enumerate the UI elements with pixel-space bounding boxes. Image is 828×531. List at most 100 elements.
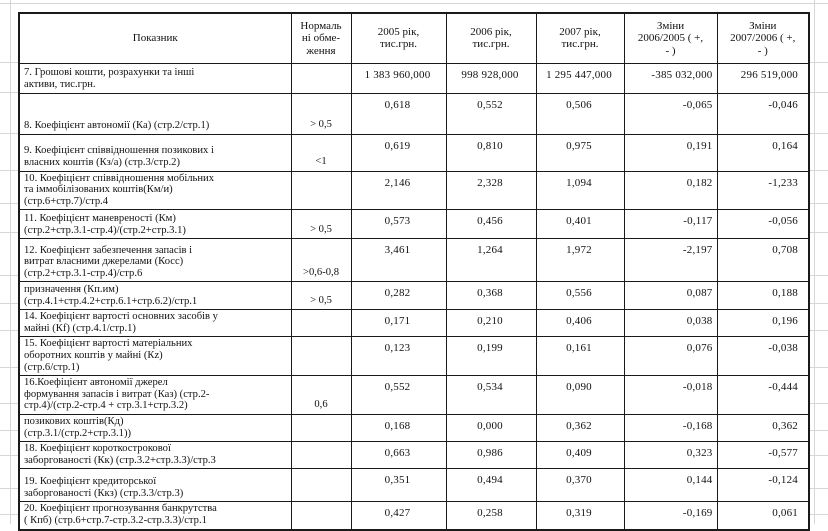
value-cell-y2006: 0,810 bbox=[445, 133, 537, 172]
header-change-2007-2006: Зміни 2007/2006 ( +, - ) bbox=[716, 12, 810, 64]
value-cell-y2007: 1 295 447,000 bbox=[535, 62, 625, 94]
table-header-row: Показник Нормаль ні обме- ження 2005 рік… bbox=[18, 12, 810, 64]
value-cell-y2005: 0,427 bbox=[350, 501, 447, 531]
value-cell-d2007_2006: 0,164 bbox=[716, 133, 810, 172]
indicator-label-cell: 12. Коефіцієнт забезпечення запасів і ви… bbox=[18, 238, 292, 283]
value-cell-y2007: 0,975 bbox=[535, 133, 625, 172]
indicator-label-cell: 19. Коефіцієнт кредиторської заборговано… bbox=[18, 468, 292, 503]
value-cell-y2005: 0,573 bbox=[350, 209, 447, 240]
value-cell-d2007_2006: -0,124 bbox=[716, 468, 810, 503]
value-cell-y2005: 3,461 bbox=[350, 238, 447, 283]
value-cell-y2006: 0,000 bbox=[445, 414, 537, 443]
normal-limit-cell: > 0,5 bbox=[290, 281, 352, 311]
normal-limit-cell: 0,6 bbox=[290, 375, 352, 416]
value-cell-y2005: 0,663 bbox=[350, 441, 447, 470]
value-cell-d2007_2006: 0,188 bbox=[716, 281, 810, 311]
header-normal-limits: Нормаль ні обме- ження bbox=[290, 12, 352, 64]
table-row: призначення (Кп.им) (стр.4.1+стр.4.2+стр… bbox=[18, 281, 810, 311]
value-cell-d2006_2005: -0,018 bbox=[623, 375, 718, 416]
normal-limit-cell: <1 bbox=[290, 133, 352, 172]
margin-grid-line bbox=[814, 0, 815, 524]
indicator-label-cell: 8. Коефіцієнт автономії (Ка) (стр.2/стр.… bbox=[18, 92, 292, 135]
table-row: 16.Коефіцієнт автономії джерел формуванн… bbox=[18, 375, 810, 416]
table-row: 14. Коефіцієнт вартості основних засобів… bbox=[18, 309, 810, 338]
value-cell-y2006: 0,210 bbox=[445, 309, 537, 338]
value-cell-d2006_2005: 0,323 bbox=[623, 441, 718, 470]
indicator-label-cell: 18. Коефіцієнт короткострокової заборгов… bbox=[18, 441, 292, 470]
value-cell-y2006: 0,258 bbox=[445, 501, 537, 531]
value-cell-y2006: 0,456 bbox=[445, 209, 537, 240]
table-row: 12. Коефіцієнт забезпечення запасів і ви… bbox=[18, 238, 810, 283]
value-cell-d2006_2005: -0,117 bbox=[623, 209, 718, 240]
table-row: 19. Коефіцієнт кредиторської заборговано… bbox=[18, 468, 810, 503]
value-cell-y2007: 0,406 bbox=[535, 309, 625, 338]
value-cell-y2006: 2,328 bbox=[445, 170, 537, 211]
header-year-2007: 2007 рік, тис.грн. bbox=[535, 12, 625, 64]
normal-limit-cell bbox=[290, 501, 352, 531]
table-row: 20. Коефіцієнт прогнозування банкрутства… bbox=[18, 501, 810, 531]
value-cell-y2005: 0,123 bbox=[350, 336, 447, 377]
value-cell-d2007_2006: 0,061 bbox=[716, 501, 810, 531]
value-cell-d2006_2005: -0,065 bbox=[623, 92, 718, 135]
value-cell-y2007: 1,972 bbox=[535, 238, 625, 283]
value-cell-d2006_2005: 0,038 bbox=[623, 309, 718, 338]
normal-limit-cell: > 0,5 bbox=[290, 92, 352, 135]
value-cell-d2007_2006: -0,577 bbox=[716, 441, 810, 470]
value-cell-y2006: 0,494 bbox=[445, 468, 537, 503]
value-cell-y2005: 2,146 bbox=[350, 170, 447, 211]
value-cell-y2007: 0,362 bbox=[535, 414, 625, 443]
value-cell-d2007_2006: -1,233 bbox=[716, 170, 810, 211]
value-cell-y2006: 1,264 bbox=[445, 238, 537, 283]
normal-limit-cell bbox=[290, 468, 352, 503]
value-cell-d2007_2006: -0,056 bbox=[716, 209, 810, 240]
financial-ratios-table: Показник Нормаль ні обме- ження 2005 рік… bbox=[18, 12, 810, 531]
indicator-label-cell: 15. Коефіцієнт вартості матеріальних обо… bbox=[18, 336, 292, 377]
indicator-label-cell: 9. Коефіцієнт співвідношення позикових і… bbox=[18, 133, 292, 172]
value-cell-d2006_2005: 0,191 bbox=[623, 133, 718, 172]
value-cell-d2006_2005: -385 032,000 bbox=[623, 62, 718, 94]
value-cell-y2007: 0,506 bbox=[535, 92, 625, 135]
value-cell-y2005: 0,171 bbox=[350, 309, 447, 338]
normal-limit-cell bbox=[290, 62, 352, 94]
value-cell-d2006_2005: 0,087 bbox=[623, 281, 718, 311]
value-cell-y2005: 1 383 960,000 bbox=[350, 62, 447, 94]
value-cell-y2005: 0,351 bbox=[350, 468, 447, 503]
value-cell-d2007_2006: 0,708 bbox=[716, 238, 810, 283]
normal-limit-cell bbox=[290, 309, 352, 338]
table-row: позикових коштів(Кд) (стр.3.1/(стр.2+стр… bbox=[18, 414, 810, 443]
normal-limit-cell: >0,6-0,8 bbox=[290, 238, 352, 283]
value-cell-y2005: 0,619 bbox=[350, 133, 447, 172]
value-cell-y2006: 0,552 bbox=[445, 92, 537, 135]
value-cell-y2007: 0,319 bbox=[535, 501, 625, 531]
value-cell-y2005: 0,282 bbox=[350, 281, 447, 311]
value-cell-y2005: 0,552 bbox=[350, 375, 447, 416]
value-cell-d2006_2005: 0,144 bbox=[623, 468, 718, 503]
header-year-2006: 2006 рік, тис.грн. bbox=[445, 12, 537, 64]
value-cell-y2007: 1,094 bbox=[535, 170, 625, 211]
normal-limit-cell bbox=[290, 414, 352, 443]
value-cell-y2007: 0,161 bbox=[535, 336, 625, 377]
value-cell-d2006_2005: 0,076 bbox=[623, 336, 718, 377]
margin-grid-line bbox=[10, 0, 11, 524]
table-row: 18. Коефіцієнт короткострокової заборгов… bbox=[18, 441, 810, 470]
header-year-2005: 2005 рік, тис.грн. bbox=[350, 12, 447, 64]
indicator-label-cell: 20. Коефіцієнт прогнозування банкрутства… bbox=[18, 501, 292, 531]
margin-grid-line bbox=[0, 3, 828, 4]
table-row: 7. Грошові кошти, розрахунки та інші акт… bbox=[18, 62, 810, 94]
indicator-label-cell: 7. Грошові кошти, розрахунки та інші акт… bbox=[18, 62, 292, 94]
value-cell-d2006_2005: -2,197 bbox=[623, 238, 718, 283]
indicator-label-cell: 11. Коефіцієнт маневреності (Км) (стр.2+… bbox=[18, 209, 292, 240]
normal-limit-cell bbox=[290, 336, 352, 377]
table-row: 15. Коефіцієнт вартості матеріальних обо… bbox=[18, 336, 810, 377]
value-cell-y2007: 0,409 bbox=[535, 441, 625, 470]
value-cell-y2006: 0,986 bbox=[445, 441, 537, 470]
table-row: 9. Коефіцієнт співвідношення позикових і… bbox=[18, 133, 810, 172]
value-cell-y2005: 0,168 bbox=[350, 414, 447, 443]
value-cell-y2007: 0,370 bbox=[535, 468, 625, 503]
value-cell-d2007_2006: 0,362 bbox=[716, 414, 810, 443]
value-cell-d2007_2006: -0,444 bbox=[716, 375, 810, 416]
value-cell-d2007_2006: 0,196 bbox=[716, 309, 810, 338]
value-cell-y2007: 0,556 bbox=[535, 281, 625, 311]
table-row: 10. Коефіцієнт співвідношення мобільних … bbox=[18, 170, 810, 211]
normal-limit-cell bbox=[290, 441, 352, 470]
